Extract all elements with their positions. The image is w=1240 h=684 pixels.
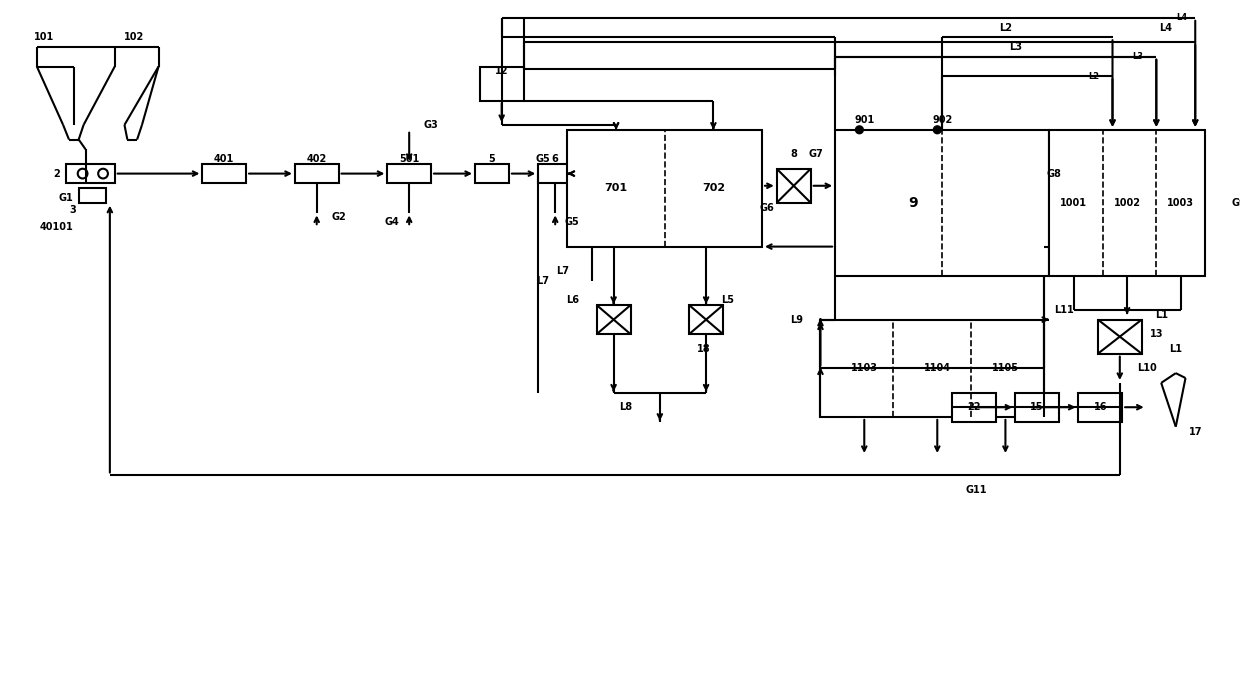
- Text: G6: G6: [760, 202, 774, 213]
- Text: L6: L6: [565, 295, 579, 305]
- Bar: [596, 305, 631, 334]
- Text: 701: 701: [604, 183, 627, 193]
- Text: 12: 12: [495, 66, 508, 77]
- Text: L11: L11: [1054, 305, 1074, 315]
- Text: 40101: 40101: [40, 222, 73, 232]
- Text: G3: G3: [424, 120, 439, 130]
- Text: G2: G2: [331, 213, 346, 222]
- Text: L8: L8: [619, 402, 632, 412]
- Text: 1002: 1002: [1114, 198, 1141, 208]
- Bar: [78, 188, 105, 202]
- Text: 501: 501: [399, 154, 419, 164]
- Text: L5: L5: [722, 295, 734, 305]
- Text: 1003: 1003: [1167, 198, 1194, 208]
- Text: 1105: 1105: [992, 363, 1019, 373]
- Bar: [835, 130, 1049, 276]
- Text: 8: 8: [790, 149, 797, 159]
- Bar: [480, 66, 523, 101]
- Bar: [1016, 393, 1059, 422]
- Text: 22: 22: [967, 402, 981, 412]
- Text: L4: L4: [1176, 14, 1187, 23]
- Text: 13: 13: [1149, 329, 1163, 339]
- Bar: [387, 164, 432, 183]
- Text: L1: L1: [1154, 310, 1168, 319]
- Text: L10: L10: [1137, 363, 1157, 373]
- Text: 5: 5: [489, 154, 495, 164]
- Text: 901: 901: [854, 115, 874, 125]
- Bar: [1049, 130, 1205, 276]
- Text: 6: 6: [552, 154, 558, 164]
- Bar: [568, 130, 763, 247]
- Bar: [538, 164, 572, 183]
- Text: L3: L3: [1132, 52, 1143, 62]
- Text: 101: 101: [33, 32, 53, 42]
- Bar: [1079, 393, 1122, 422]
- Text: 402: 402: [306, 154, 327, 164]
- Bar: [821, 319, 1044, 417]
- Text: 702: 702: [702, 183, 725, 193]
- Bar: [952, 393, 996, 422]
- Text: 102: 102: [124, 32, 144, 42]
- Bar: [1097, 319, 1142, 354]
- Text: 902: 902: [932, 115, 952, 125]
- Text: 16: 16: [1094, 402, 1107, 412]
- Text: G5: G5: [536, 154, 551, 164]
- Text: 1104: 1104: [924, 363, 951, 373]
- Text: 17: 17: [1188, 427, 1202, 436]
- Text: 2: 2: [53, 168, 60, 179]
- Text: 1103: 1103: [851, 363, 878, 373]
- Text: L2: L2: [1089, 72, 1100, 81]
- Text: G1: G1: [58, 193, 73, 203]
- Text: L3: L3: [1008, 42, 1022, 52]
- Text: L1: L1: [1169, 344, 1182, 354]
- Bar: [295, 164, 339, 183]
- Text: G11: G11: [966, 485, 987, 495]
- Text: L9: L9: [790, 315, 802, 325]
- Text: 9: 9: [908, 196, 918, 210]
- Bar: [475, 164, 508, 183]
- Circle shape: [934, 126, 941, 133]
- Text: 401: 401: [215, 154, 234, 164]
- Bar: [202, 164, 246, 183]
- Text: G8: G8: [1047, 168, 1061, 179]
- Text: G9: G9: [1231, 198, 1240, 208]
- Bar: [66, 164, 115, 183]
- Text: G7: G7: [808, 149, 823, 159]
- Bar: [689, 305, 723, 334]
- Text: L4: L4: [1159, 23, 1173, 33]
- Text: 18: 18: [697, 344, 711, 354]
- Text: 15: 15: [1030, 402, 1044, 412]
- Text: 3: 3: [69, 205, 76, 215]
- Bar: [776, 169, 811, 202]
- Text: G5: G5: [565, 218, 579, 227]
- Circle shape: [856, 126, 863, 133]
- Text: L7: L7: [556, 266, 569, 276]
- Text: G4: G4: [384, 218, 399, 227]
- Text: L7: L7: [537, 276, 549, 286]
- Text: L2: L2: [999, 23, 1012, 33]
- Text: 1001: 1001: [1060, 198, 1087, 208]
